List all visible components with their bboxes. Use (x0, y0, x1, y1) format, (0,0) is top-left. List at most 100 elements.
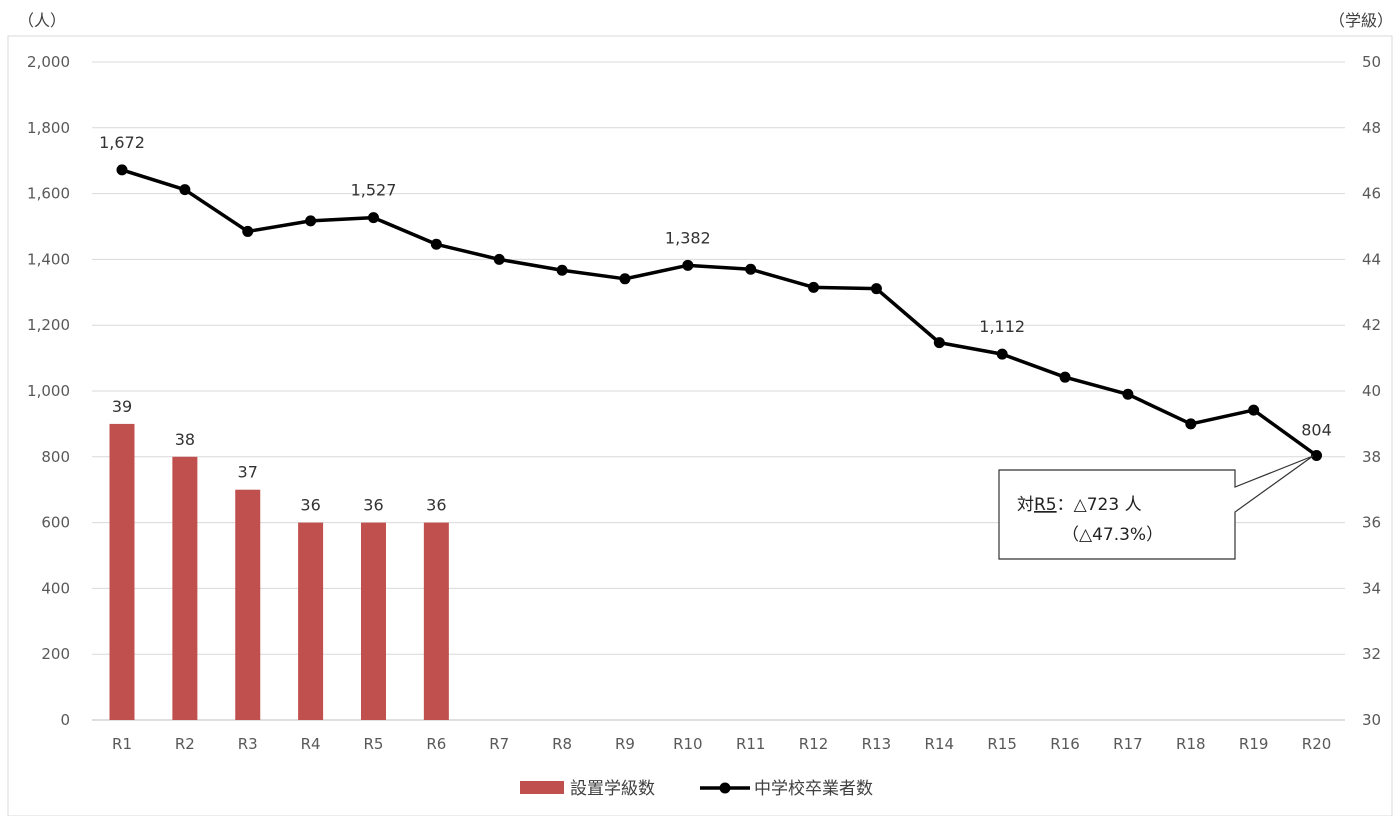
line-data-label: 1,382 (665, 228, 711, 247)
right-tick-label: 46 (1362, 185, 1381, 203)
line-path (121, 168, 1318, 457)
x-tick-label: R6 (426, 735, 446, 753)
right-tick-label: 38 (1362, 448, 1381, 466)
x-tick-label: R1 (112, 735, 132, 753)
callout-box (998, 455, 1314, 560)
bar-data-label: 36 (363, 496, 383, 515)
x-tick-label: R11 (736, 735, 766, 753)
x-tick-label: R7 (489, 735, 509, 753)
line-point (745, 263, 757, 275)
callout-ref: R5 (1034, 495, 1057, 515)
legend-line-marker (719, 782, 731, 794)
right-axis: 30 32 34 36 38 40 42 44 46 48 50 (1362, 53, 1381, 729)
bar (109, 423, 135, 720)
callout-line1: 対R5：△723 人 (1017, 495, 1142, 515)
line-point (1059, 371, 1071, 383)
x-tick-label: R15 (987, 735, 1017, 753)
bar-data-label: 38 (175, 430, 195, 449)
line-data-label: 1,527 (351, 181, 397, 200)
bar (298, 522, 324, 720)
line-point (367, 212, 379, 224)
left-tick-label: 2,000 (27, 53, 70, 71)
callout-rest: ：△723 人 (1057, 495, 1142, 515)
line-data-label: 1,112 (979, 317, 1025, 336)
line-point (808, 281, 820, 293)
line-point (242, 225, 254, 237)
line-point (933, 337, 945, 349)
plot-frame (7, 35, 1393, 816)
left-tick-label: 800 (41, 448, 70, 466)
legend-bar-label: 設置学級数 (570, 779, 655, 799)
right-tick-label: 36 (1362, 514, 1381, 532)
x-tick-label: R18 (1176, 735, 1206, 753)
left-tick-label: 1,000 (27, 382, 70, 400)
line-point (996, 348, 1008, 360)
line-point (116, 164, 128, 176)
right-tick-label: 48 (1362, 119, 1381, 137)
legend-line-label: 中学校卒業者数 (754, 779, 873, 799)
right-tick-label: 40 (1362, 382, 1381, 400)
bar (235, 489, 261, 720)
x-tick-label: R4 (301, 735, 321, 753)
line-data-label: 1,672 (99, 133, 145, 152)
right-tick-label: 42 (1362, 316, 1381, 334)
bar-data-label: 36 (426, 496, 446, 515)
left-tick-label: 1,400 (27, 250, 70, 268)
bar-data-label: 39 (112, 397, 132, 416)
x-tick-label: R20 (1302, 735, 1332, 753)
line-point (430, 238, 442, 250)
line-series (116, 164, 1323, 461)
x-tick-label: R9 (615, 735, 635, 753)
callout-prefix: 対 (1017, 495, 1034, 515)
right-tick-label: 50 (1362, 53, 1381, 71)
bar-data-label: 37 (238, 463, 258, 482)
x-tick-label: R3 (238, 735, 258, 753)
bar (172, 456, 198, 720)
line-point (556, 264, 568, 276)
x-tick-label: R14 (925, 735, 955, 753)
line-point (870, 283, 882, 295)
line-point (179, 184, 191, 196)
x-axis: R1 R2 R3 R4 R5 R6 R7 R8 R9 R10 R11 R12 R13 R14 R15 R16 R… (112, 735, 1331, 753)
x-tick-label: R2 (175, 735, 195, 753)
bar-series (109, 423, 449, 720)
left-axis: 0 200 400 600 800 1,000 1,200 1,400 1,600 1,800 2,… (27, 53, 70, 729)
bar (360, 522, 386, 720)
right-tick-label: 32 (1362, 645, 1381, 663)
left-tick-label: 1,200 (27, 316, 70, 334)
line-point (1311, 449, 1323, 461)
left-tick-label: 0 (60, 711, 70, 729)
left-tick-label: 1,600 (27, 185, 70, 203)
x-tick-label: R16 (1050, 735, 1080, 753)
line-point (1248, 404, 1260, 416)
grid (92, 61, 1345, 721)
x-tick-label: R5 (363, 735, 383, 753)
x-tick-label: R13 (862, 735, 892, 753)
line-point (1185, 418, 1197, 430)
data-labels: 39 38 37 36 36 36 1,672 1,527 1,382 1,112 804 (99, 133, 1332, 515)
right-tick-label: 44 (1362, 250, 1381, 268)
bar (423, 522, 449, 720)
annotation-callout: 対R5：△723 人 （△47.3%） (998, 455, 1314, 560)
x-tick-label: R8 (552, 735, 572, 753)
left-tick-label: 200 (41, 645, 70, 663)
x-tick-label: R12 (799, 735, 829, 753)
line-point (619, 273, 631, 285)
legend: 設置学級数 中学校卒業者数 (520, 779, 873, 799)
left-tick-label: 1,800 (27, 119, 70, 137)
callout-line2: （△47.3%） (1062, 525, 1163, 545)
line-point (1122, 388, 1134, 400)
line-point (305, 215, 317, 227)
left-tick-label: 400 (41, 579, 70, 597)
left-axis-unit: （人） (18, 11, 66, 30)
right-tick-label: 30 (1362, 711, 1381, 729)
bar-data-label: 36 (300, 496, 320, 515)
x-tick-label: R10 (673, 735, 703, 753)
legend-bar-swatch (520, 781, 564, 794)
x-tick-label: R17 (1113, 735, 1143, 753)
line-data-label: 804 (1301, 420, 1332, 439)
left-tick-label: 600 (41, 514, 70, 532)
right-tick-label: 34 (1362, 579, 1381, 597)
line-point (493, 253, 505, 265)
